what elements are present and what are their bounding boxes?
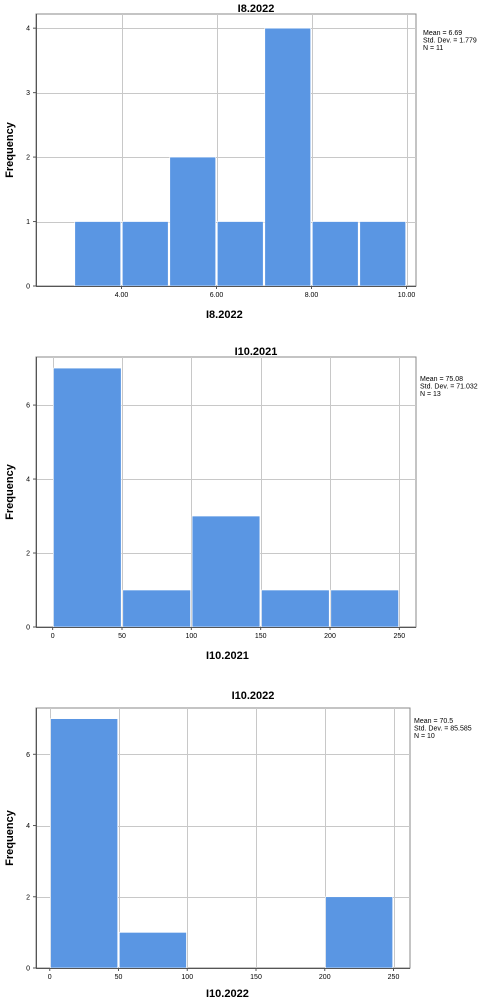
stats-line: N = 10	[414, 733, 435, 740]
y-tick-label: 2	[26, 551, 30, 558]
x-tick-label: 10.00	[398, 292, 416, 299]
x-tick-label: 250	[394, 633, 406, 640]
histogram-bar	[217, 221, 264, 287]
x-tick-label: 4.00	[115, 292, 129, 299]
histogram-bar	[311, 221, 359, 287]
stats-line: Mean = 6.69	[423, 30, 462, 37]
stats-line: Std. Dev. = 85.585	[414, 726, 472, 733]
y-tick-label: 2	[26, 155, 30, 162]
x-axis-label: I8.2022	[206, 309, 243, 321]
chart-title: I10.2022	[232, 690, 275, 702]
y-tick-label: 4	[26, 26, 30, 33]
x-tick-label: 250	[388, 974, 400, 981]
histogram-bar	[264, 27, 311, 287]
y-tick-label: 0	[26, 284, 30, 291]
x-tick-label: 8.00	[305, 292, 319, 299]
stats-line: Std. Dev. = 71.032	[420, 384, 478, 391]
histogram-bar	[169, 156, 217, 287]
histogram-bar	[261, 589, 330, 628]
y-axis-label: Frequency	[4, 809, 16, 866]
stats-line: N = 13	[420, 391, 441, 398]
x-tick-label: 200	[324, 633, 336, 640]
histogram-bar	[325, 896, 393, 969]
histogram-bar	[359, 221, 406, 287]
histogram-bar	[191, 515, 261, 628]
histogram-bar	[122, 221, 169, 287]
y-tick-label: 1	[26, 219, 30, 226]
y-tick-label: 6	[26, 752, 30, 759]
x-tick-label: 200	[319, 974, 331, 981]
x-tick-label: 6.00	[210, 292, 224, 299]
histogram-3: 0 50 100 150 200 250 0 2 4 6 I10.2022 I10.2022 Frequ…	[4, 690, 472, 1000]
histogram-bar	[119, 932, 187, 969]
histogram-bar	[50, 718, 119, 969]
histogram-1: 4.00 6.00 8.00 10.00 0 1 2 3 4 I8.2022 I8.2022 Freq…	[4, 3, 477, 321]
chart-title: I10.2021	[235, 346, 278, 358]
histogram-bar	[330, 589, 399, 628]
x-tick-label: 100	[181, 974, 193, 981]
y-tick-label: 0	[26, 966, 30, 973]
x-tick-label: 0	[51, 633, 55, 640]
x-tick-label: 50	[118, 633, 126, 640]
x-tick-label: 150	[250, 974, 262, 981]
y-tick-label: 4	[26, 477, 30, 484]
y-axis-label: Frequency	[4, 121, 16, 178]
stats-line: Std. Dev. = 1.779	[423, 38, 477, 45]
y-tick-label: 6	[26, 403, 30, 410]
x-tick-label: 50	[115, 974, 123, 981]
stats-line: Mean = 70.5	[414, 718, 453, 725]
y-tick-label: 4	[26, 823, 30, 830]
histogram-bar	[53, 367, 122, 628]
x-tick-label: 0	[48, 974, 52, 981]
stats-line: Mean = 75.08	[420, 376, 463, 383]
y-axis-label: Frequency	[4, 463, 16, 520]
y-tick-label: 2	[26, 894, 30, 901]
histogram-bar	[122, 589, 191, 628]
x-axis-label: I10.2022	[206, 988, 249, 1000]
y-tick-label: 0	[26, 625, 30, 632]
y-tick-label: 3	[26, 90, 30, 97]
chart-title: I8.2022	[238, 3, 275, 15]
stats-line: N = 11	[423, 45, 443, 52]
x-tick-label: 150	[255, 633, 267, 640]
x-tick-label: 100	[185, 633, 197, 640]
histogram-2: 0 50 100 150 200 250 0 2 4 6 I10.2021 I10.2021 Frequ…	[4, 346, 478, 662]
x-axis-label: I10.2021	[206, 650, 249, 662]
histogram-bar	[74, 221, 122, 287]
